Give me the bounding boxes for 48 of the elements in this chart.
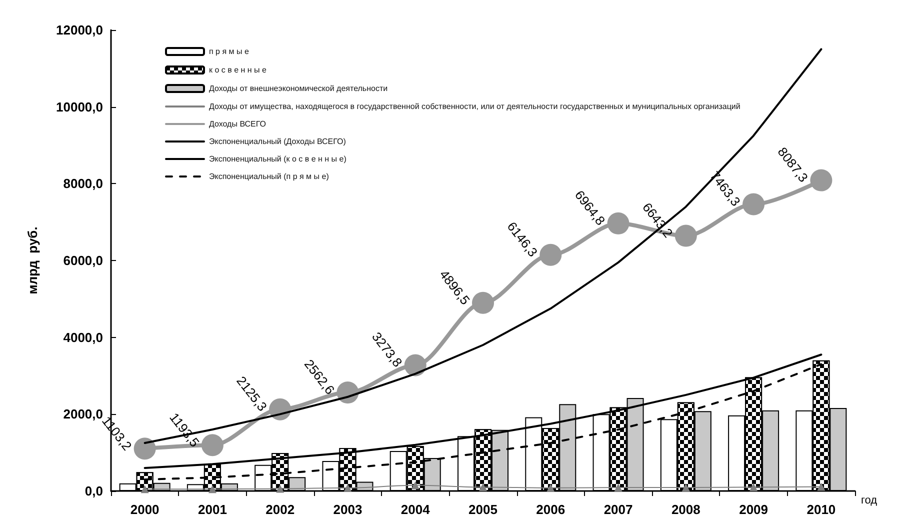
x-tick-label: 2000 — [130, 502, 160, 517]
x-tick-label: 2002 — [266, 502, 295, 517]
point — [546, 484, 555, 492]
x-tick-label: 2003 — [333, 502, 362, 517]
x-tick-label: 2005 — [468, 502, 498, 517]
y-tick-label: 0,0 — [84, 484, 103, 498]
x-tick-label: 2009 — [739, 502, 768, 517]
point — [479, 483, 487, 492]
point — [674, 224, 697, 247]
x-tick-label: 2007 — [604, 502, 633, 517]
point — [682, 484, 690, 492]
y-tick-label: 10000,0 — [56, 99, 103, 114]
x-tick-label: 2010 — [806, 502, 836, 517]
legend-label: Доходы от внешнеэкономической деятельности — [209, 84, 388, 93]
y-tick-label: 4000,0 — [63, 330, 103, 345]
legend-label: к о с в е н н ы е — [209, 66, 268, 74]
point — [607, 212, 630, 234]
point — [540, 244, 562, 266]
point — [411, 481, 420, 490]
x-tick-label: 2001 — [198, 502, 227, 517]
y-tick-label: 12000,0 — [56, 22, 103, 38]
legend-label: Доходы от имущества, находящегося в государственной собственности, или от деятельности государственных и муниципальных организаций — [209, 102, 740, 111]
legend-label: Доходы ВСЕГО — [209, 120, 266, 128]
point — [344, 484, 352, 492]
x-tick-label: 2004 — [400, 502, 431, 517]
legend-label: п р я м ы е — [209, 47, 250, 56]
point — [134, 438, 156, 460]
y-tick-label: 8000,0 — [63, 176, 103, 192]
point — [404, 354, 426, 376]
point — [750, 483, 758, 492]
y-tick-label: 2000,0 — [63, 406, 103, 422]
legend-label: Экспоненциальный (к о с в е н н ы е) — [209, 154, 347, 164]
legend-label: Экспоненциальный (Доходы ВСЕГО) — [209, 137, 346, 146]
point — [472, 292, 494, 314]
point — [208, 485, 216, 494]
point — [140, 485, 149, 494]
y-axis-title: млрд руб. — [25, 226, 40, 294]
legend-label: Экспоненциальный (п р я м ы е) — [209, 172, 330, 181]
x-axis-title: год — [861, 494, 878, 506]
x-tick-label: 2008 — [671, 502, 700, 517]
point — [276, 484, 284, 493]
point — [614, 484, 622, 492]
x-tick-label: 2006 — [536, 502, 566, 517]
point — [201, 434, 224, 456]
point — [742, 193, 765, 216]
point — [817, 482, 826, 491]
point — [810, 169, 832, 192]
y-tick-label: 6000,0 — [63, 253, 103, 268]
